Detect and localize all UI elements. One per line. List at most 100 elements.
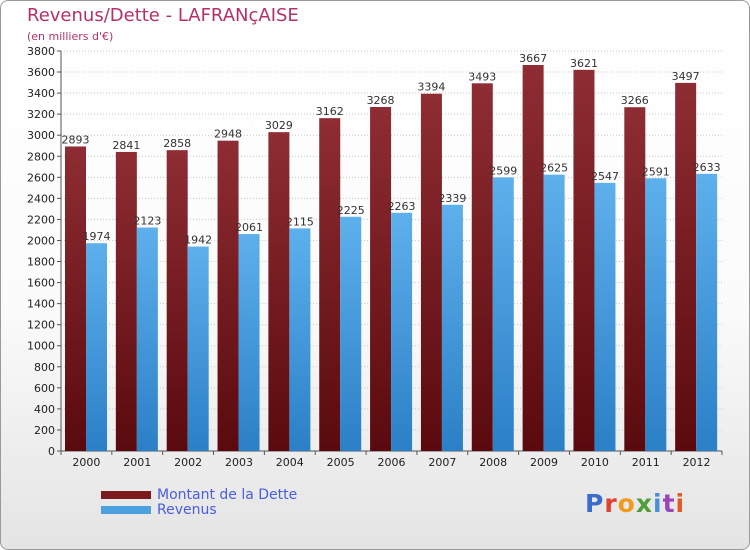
x-tick-label: 2010 bbox=[581, 456, 609, 469]
bar-revenue bbox=[594, 182, 616, 452]
x-tick-label: 2007 bbox=[428, 456, 456, 469]
logo-letter: x bbox=[635, 489, 653, 518]
logo-letter: r bbox=[604, 489, 618, 518]
y-tick-label: 3200 bbox=[27, 108, 55, 121]
bar-revenue bbox=[136, 227, 158, 451]
x-tick-label: 2003 bbox=[225, 456, 253, 469]
logo-letter: i bbox=[675, 489, 686, 518]
y-tick-label: 3800 bbox=[27, 45, 55, 58]
y-tick-label: 2400 bbox=[27, 192, 55, 205]
data-label-revenue: 2591 bbox=[642, 165, 670, 178]
x-tick-label: 2001 bbox=[123, 456, 151, 469]
y-tick-label: 0 bbox=[48, 445, 55, 458]
bar-debt bbox=[624, 107, 646, 452]
logo-letter: P bbox=[585, 489, 605, 518]
legend-label-revenue: Revenus bbox=[157, 501, 217, 518]
bar-debt bbox=[268, 132, 290, 451]
x-tick-label: 2006 bbox=[378, 456, 406, 469]
data-label-revenue: 2339 bbox=[438, 192, 466, 205]
data-label-debt: 2893 bbox=[62, 133, 90, 146]
data-label-debt: 3029 bbox=[265, 119, 293, 132]
data-label-revenue: 2225 bbox=[337, 204, 365, 217]
y-tick-label: 1400 bbox=[27, 298, 55, 311]
data-label-revenue: 2061 bbox=[235, 221, 263, 234]
data-label-revenue: 2123 bbox=[133, 215, 161, 228]
chart-title: Revenus/Dette - LAFRANçAISE bbox=[27, 5, 299, 26]
data-label-revenue: 1974 bbox=[83, 230, 111, 243]
bar-debt bbox=[217, 140, 239, 451]
bar-debt bbox=[573, 69, 595, 451]
bar-revenue bbox=[391, 212, 413, 451]
legend: Montant de la Dette Revenus bbox=[101, 486, 298, 518]
bar-revenue bbox=[441, 204, 463, 451]
bar-revenue bbox=[86, 243, 107, 451]
chart-subtitle: (en milliers d'€) bbox=[27, 30, 114, 43]
data-label-debt: 2841 bbox=[112, 139, 140, 152]
legend-item-debt: Montant de la Dette bbox=[101, 486, 298, 503]
data-label-debt: 3266 bbox=[621, 94, 649, 107]
data-label-debt: 3162 bbox=[316, 105, 344, 118]
data-label-debt: 2858 bbox=[163, 137, 191, 150]
y-tick-label: 2000 bbox=[27, 234, 55, 247]
logo-letter: i bbox=[653, 489, 663, 518]
data-label-revenue: 2115 bbox=[286, 215, 314, 228]
bar-revenue bbox=[645, 178, 667, 451]
bar-debt bbox=[471, 83, 493, 451]
bar-debt bbox=[115, 151, 137, 451]
x-tick-label: 2000 bbox=[72, 456, 100, 469]
y-tick-label: 3600 bbox=[27, 66, 55, 79]
legend-swatch-revenue bbox=[101, 505, 151, 514]
logo-letter: o bbox=[617, 489, 636, 518]
data-label-debt: 3621 bbox=[570, 57, 598, 70]
x-tick-label: 2008 bbox=[479, 456, 507, 469]
x-tick-label: 2012 bbox=[683, 456, 711, 469]
y-tick-label: 3400 bbox=[27, 87, 55, 100]
bar-revenue bbox=[492, 177, 514, 451]
data-label-revenue: 2263 bbox=[388, 200, 416, 213]
x-tick-label: 2004 bbox=[276, 456, 304, 469]
data-label-debt: 3268 bbox=[367, 94, 395, 107]
bar-debt bbox=[370, 107, 392, 451]
bar-revenue bbox=[187, 246, 209, 451]
data-label-revenue: 2633 bbox=[693, 161, 721, 174]
bar-debt bbox=[65, 146, 86, 451]
y-tick-label: 2200 bbox=[27, 213, 55, 226]
legend-item-revenue: Revenus bbox=[101, 501, 297, 518]
bar-debt bbox=[420, 93, 442, 451]
data-label-revenue: 2625 bbox=[540, 162, 568, 175]
y-tick-label: 2600 bbox=[27, 171, 55, 184]
y-tick-label: 2800 bbox=[27, 150, 55, 163]
y-tick-label: 600 bbox=[34, 382, 55, 395]
bar-debt bbox=[522, 65, 544, 451]
bar-debt bbox=[675, 82, 697, 451]
bar-debt bbox=[319, 118, 341, 451]
legend-swatch-debt bbox=[101, 490, 151, 499]
y-tick-label: 800 bbox=[34, 361, 55, 374]
bar-revenue bbox=[289, 228, 311, 451]
data-label-debt: 2948 bbox=[214, 128, 242, 141]
bar-revenue bbox=[238, 234, 260, 451]
y-tick-label: 200 bbox=[34, 424, 55, 437]
bar-debt bbox=[166, 150, 188, 451]
y-tick-label: 1800 bbox=[27, 256, 55, 269]
y-tick-label: 1200 bbox=[27, 319, 55, 332]
bar-revenue bbox=[543, 174, 565, 451]
x-tick-label: 2011 bbox=[632, 456, 660, 469]
data-label-debt: 3667 bbox=[519, 52, 547, 65]
legend-label-debt: Montant de la Dette bbox=[157, 486, 298, 503]
data-label-debt: 3497 bbox=[672, 70, 700, 83]
proxiti-logo: Proxiti bbox=[585, 489, 685, 518]
y-tick-label: 3000 bbox=[27, 129, 55, 142]
bar-revenue bbox=[696, 173, 718, 451]
logo-letter: t bbox=[662, 489, 676, 518]
x-tick-label: 2002 bbox=[174, 456, 202, 469]
data-label-revenue: 1942 bbox=[184, 234, 212, 247]
x-tick-label: 2009 bbox=[530, 456, 558, 469]
data-label-revenue: 2547 bbox=[591, 170, 619, 183]
data-label-revenue: 2599 bbox=[489, 164, 517, 177]
y-tick-label: 1600 bbox=[27, 277, 55, 290]
bar-revenue bbox=[340, 216, 362, 451]
y-tick-label: 1000 bbox=[27, 340, 55, 353]
